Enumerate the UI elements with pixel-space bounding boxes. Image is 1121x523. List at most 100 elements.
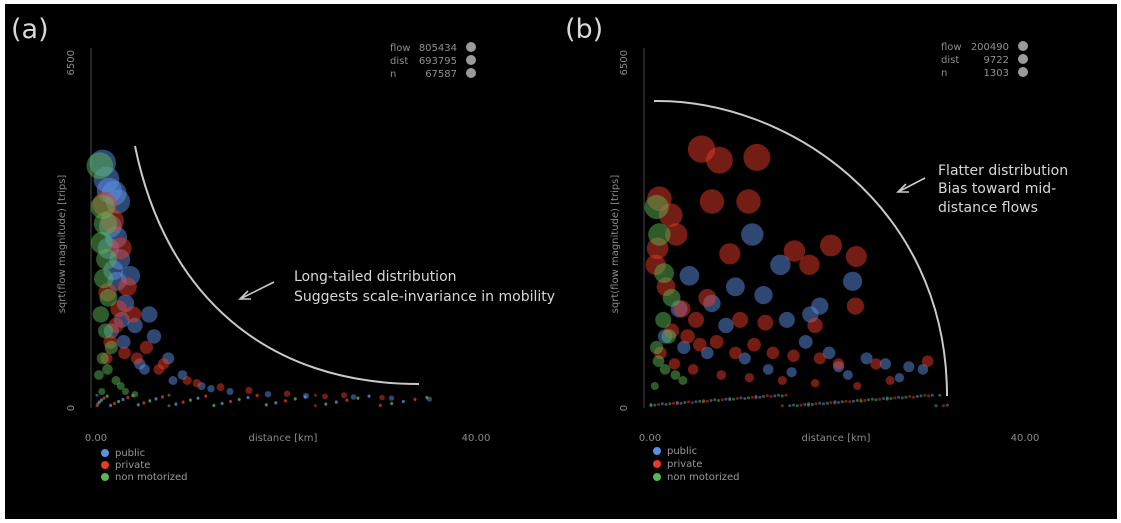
point-private-37	[687, 364, 699, 375]
panel-a-stat-dist-value: 693795	[419, 56, 457, 67]
point-small-flow	[837, 401, 840, 404]
point-private-1	[706, 146, 733, 174]
point-small-flow	[229, 400, 232, 404]
panel-a-stat-dist-dot	[466, 55, 476, 65]
point-small-flow	[795, 404, 799, 408]
point-small-flow	[900, 396, 904, 400]
point-public-23	[894, 373, 905, 383]
point-small-flow	[664, 403, 668, 406]
panel-b-annotation-line-3: distance flows	[938, 200, 1038, 216]
point-small-flow	[889, 397, 893, 400]
point-private-25	[693, 337, 707, 352]
point-non-motorized-0	[644, 194, 669, 220]
panel-b-legend-public-swatch	[653, 447, 661, 455]
figure-frame: (a) 6500 0 sqrt(flow magnitude) [trips] …	[5, 4, 1117, 519]
panel-a-label: (a)	[11, 14, 49, 45]
point-private-22	[846, 297, 865, 315]
panel-b-legend-private-swatch	[653, 460, 661, 468]
panel-a-stat-dist-label: dist	[390, 56, 408, 67]
point-small-flow	[698, 399, 702, 403]
point-small-flow	[863, 399, 867, 402]
point-non-motorized-17	[98, 388, 106, 395]
point-non-motorized-1	[648, 223, 671, 246]
point-private-41	[810, 379, 820, 388]
panel-b-legend-private: private	[667, 459, 702, 470]
point-private-14	[118, 277, 137, 297]
panel-a-annotation-line-1: Long-tailed distribution	[294, 269, 457, 285]
point-small-flow	[136, 403, 140, 407]
point-small-flow	[919, 394, 923, 398]
point-small-flow	[867, 398, 870, 402]
panel-b-legend-nonmotorized-swatch	[653, 473, 661, 481]
point-private-10	[783, 240, 806, 262]
panel-b-stat-n-value: 1303	[984, 68, 1009, 79]
point-small-flow	[780, 394, 784, 398]
point-private-4	[110, 300, 128, 318]
panel-a-annotation-line-2: Suggests scale-invariance in mobility	[294, 289, 555, 305]
point-small-flow	[792, 403, 795, 407]
panel-a-legend-private: private	[115, 460, 150, 471]
point-non-motorized-5	[94, 268, 114, 289]
point-non-motorized-3	[662, 288, 681, 307]
panel-b-y-tick-max: 6500	[619, 50, 630, 75]
point-small-flow	[927, 394, 930, 398]
point-small-flow	[167, 404, 171, 408]
point-private-17	[192, 379, 201, 388]
point-small-flow	[807, 402, 810, 406]
point-public-9	[718, 317, 734, 334]
point-private-2	[110, 237, 132, 260]
point-small-flow	[735, 397, 739, 400]
point-public-31	[207, 385, 215, 393]
point-private-7	[118, 346, 131, 360]
point-public-12	[141, 306, 158, 323]
panel-a-y-tick-min: 0	[66, 405, 77, 411]
panel-a: (a) 6500 0 sqrt(flow magnitude) [trips] …	[11, 14, 555, 483]
panel-a-stat-flow-label: flow	[390, 43, 411, 54]
point-small-flow	[859, 398, 863, 402]
point-small-flow	[160, 395, 164, 399]
point-private-39	[744, 373, 755, 383]
point-private-34	[921, 355, 934, 368]
point-small-flow	[769, 395, 773, 398]
point-private-8	[130, 352, 143, 365]
point-small-flow	[732, 397, 735, 401]
point-non-motorized-5	[661, 329, 676, 344]
point-small-flow	[702, 399, 705, 402]
panel-b-legend-nonmotorized: non motorized	[667, 472, 740, 483]
point-small-flow	[882, 397, 885, 400]
point-small-flow	[142, 401, 146, 405]
point-public-10	[778, 311, 795, 328]
point-public-20	[762, 364, 774, 375]
point-small-flow	[672, 401, 675, 405]
point-small-flow	[840, 400, 844, 404]
point-private-32	[832, 358, 845, 370]
point-small-flow	[313, 393, 317, 397]
point-small-flow	[717, 399, 720, 402]
panel-b-stat-dist-value: 9722	[984, 55, 1009, 66]
point-private-43	[885, 376, 895, 385]
point-public-15	[903, 361, 915, 373]
point-public-27	[116, 335, 131, 349]
point-small-flow	[930, 393, 934, 397]
point-small-flow	[754, 395, 758, 398]
point-small-flow	[829, 401, 833, 404]
panel-b-trend-curve	[653, 99, 948, 397]
panel-a-x-tick-min: 0.00	[85, 433, 107, 444]
panel-a-stat-n-dot	[466, 68, 476, 78]
point-small-flow	[174, 403, 178, 406]
point-small-flow	[765, 394, 769, 398]
point-private-21	[807, 317, 823, 334]
point-private-16	[673, 300, 691, 318]
point-private-33	[870, 358, 882, 370]
point-small-flow	[870, 397, 874, 401]
panel-b-stat-n-label: n	[941, 68, 947, 79]
panel-b-annotation-line-1: Flatter distribution	[938, 163, 1068, 179]
point-small-flow	[657, 403, 660, 406]
point-small-flow	[367, 395, 371, 398]
point-non-motorized-9	[670, 370, 681, 380]
panel-b-annotation-line-2: Bias toward mid-	[938, 181, 1056, 197]
point-private-18	[245, 386, 253, 394]
point-small-flow	[904, 395, 908, 399]
panel-a-x-axis-title: distance [km]	[249, 433, 318, 444]
point-non-motorized-10	[678, 376, 688, 385]
